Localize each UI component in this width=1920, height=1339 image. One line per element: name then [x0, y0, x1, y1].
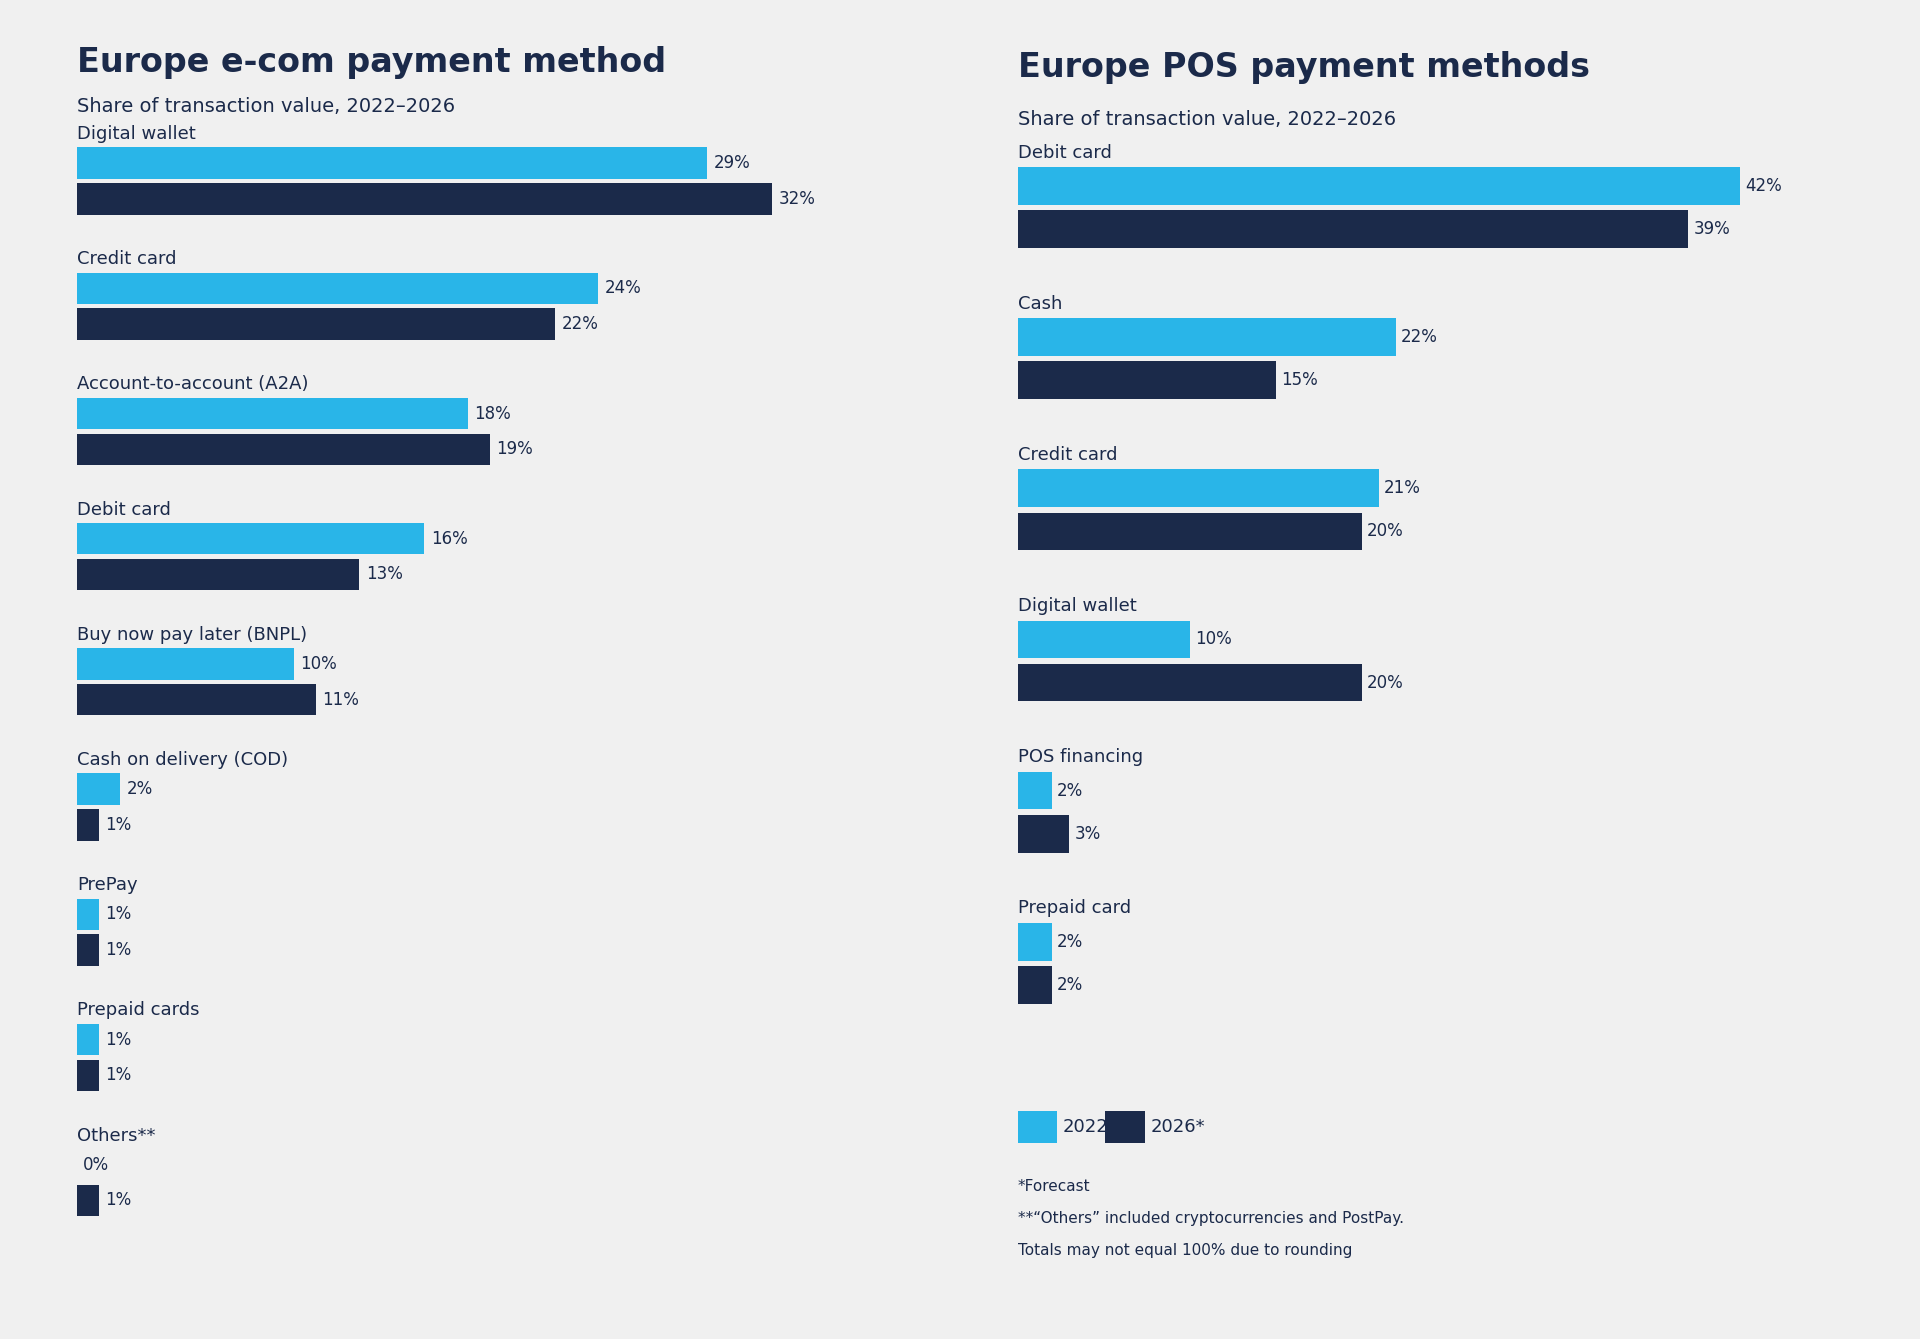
Text: 2%: 2% [1058, 933, 1083, 951]
Bar [1018, 815, 1069, 853]
Bar [77, 183, 772, 214]
Text: 20%: 20% [1367, 674, 1404, 692]
Bar [77, 524, 424, 554]
Text: 32%: 32% [780, 190, 816, 208]
Text: 3%: 3% [1075, 825, 1100, 842]
Text: *Forecast: *Forecast [1018, 1180, 1091, 1194]
Bar [1018, 210, 1688, 248]
Text: 0%: 0% [83, 1156, 109, 1174]
Bar [1106, 1111, 1144, 1144]
Bar [77, 809, 98, 841]
Bar [77, 1024, 98, 1055]
Bar [1018, 923, 1052, 960]
Text: 21%: 21% [1384, 479, 1421, 497]
Text: Debit card: Debit card [1018, 143, 1112, 162]
Text: 24%: 24% [605, 280, 641, 297]
Bar [77, 273, 599, 304]
Bar [1018, 167, 1740, 205]
Text: 1%: 1% [106, 941, 131, 959]
Text: Buy now pay later (BNPL): Buy now pay later (BNPL) [77, 625, 307, 644]
Text: Cash on delivery (COD): Cash on delivery (COD) [77, 751, 288, 769]
Bar [77, 147, 707, 179]
Bar [77, 774, 121, 805]
Text: 42%: 42% [1745, 177, 1782, 195]
Text: Credit card: Credit card [1018, 446, 1117, 463]
Text: 16%: 16% [430, 530, 468, 548]
Text: 2022: 2022 [1062, 1118, 1108, 1135]
Bar [77, 308, 555, 340]
Bar [77, 648, 294, 680]
Bar [1018, 469, 1379, 507]
Bar [77, 558, 359, 590]
Bar [1018, 965, 1052, 1004]
Text: Europe e-com payment method: Europe e-com payment method [77, 46, 666, 79]
Bar [77, 684, 315, 715]
Text: 1%: 1% [106, 1031, 131, 1048]
Text: 39%: 39% [1693, 220, 1730, 238]
Bar [77, 398, 468, 430]
Text: 1%: 1% [106, 1192, 131, 1209]
Bar [1018, 664, 1361, 702]
Text: 10%: 10% [1194, 631, 1231, 648]
Text: 20%: 20% [1367, 522, 1404, 541]
Text: 15%: 15% [1281, 371, 1317, 390]
Bar [1018, 1111, 1058, 1144]
Text: 1%: 1% [106, 905, 131, 924]
Bar [1018, 620, 1190, 659]
Text: 19%: 19% [495, 441, 534, 458]
Bar [1018, 771, 1052, 810]
Text: 2026*: 2026* [1150, 1118, 1206, 1135]
Text: 10%: 10% [301, 655, 338, 674]
Text: 2%: 2% [127, 781, 154, 798]
Text: Share of transaction value, 2022–2026: Share of transaction value, 2022–2026 [77, 98, 455, 116]
Text: Prepaid card: Prepaid card [1018, 900, 1131, 917]
Bar [77, 935, 98, 965]
Text: PrePay: PrePay [77, 876, 138, 894]
Text: 1%: 1% [106, 1066, 131, 1085]
Bar [77, 1059, 98, 1091]
Text: Digital wallet: Digital wallet [77, 125, 196, 143]
Text: Cash: Cash [1018, 295, 1062, 313]
Bar [77, 1185, 98, 1216]
Text: Others**: Others** [77, 1126, 156, 1145]
Bar [1018, 513, 1361, 550]
Text: 13%: 13% [367, 565, 403, 584]
Text: Debit card: Debit card [77, 501, 171, 518]
Text: 2%: 2% [1058, 782, 1083, 799]
Text: 1%: 1% [106, 815, 131, 834]
Text: Credit card: Credit card [77, 250, 177, 268]
Text: Europe POS payment methods: Europe POS payment methods [1018, 51, 1590, 84]
Bar [1018, 362, 1275, 399]
Text: POS financing: POS financing [1018, 749, 1142, 766]
Text: **“Others” included cryptocurrencies and PostPay.: **“Others” included cryptocurrencies and… [1018, 1210, 1404, 1227]
Text: Digital wallet: Digital wallet [1018, 597, 1137, 615]
Text: Account-to-account (A2A): Account-to-account (A2A) [77, 375, 309, 394]
Text: 2%: 2% [1058, 976, 1083, 994]
Bar [77, 434, 490, 465]
Text: 11%: 11% [323, 691, 359, 708]
Text: 29%: 29% [714, 154, 751, 173]
Text: 18%: 18% [474, 404, 511, 423]
Text: Share of transaction value, 2022–2026: Share of transaction value, 2022–2026 [1018, 110, 1396, 129]
Bar [77, 898, 98, 931]
Text: Totals may not equal 100% due to rounding: Totals may not equal 100% due to roundin… [1018, 1243, 1352, 1257]
Text: 22%: 22% [1402, 328, 1438, 345]
Text: 22%: 22% [561, 315, 599, 333]
Text: Prepaid cards: Prepaid cards [77, 1002, 200, 1019]
Bar [1018, 319, 1396, 356]
